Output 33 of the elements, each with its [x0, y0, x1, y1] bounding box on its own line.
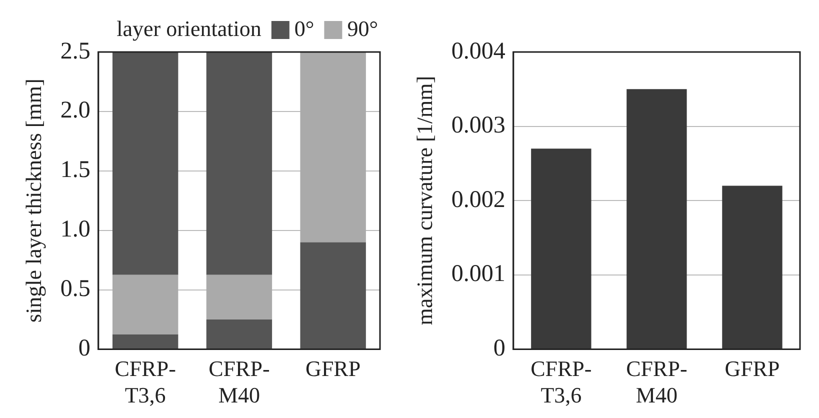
- y-tick-label: 0: [78, 335, 90, 362]
- y-tick-label: 0.004: [451, 38, 506, 64]
- bar: [206, 274, 272, 320]
- y-tick-label: 0.002: [451, 186, 506, 213]
- bar: [206, 52, 272, 275]
- x-tick-label: GFRP: [724, 356, 780, 382]
- bar: [531, 148, 592, 349]
- bar: [722, 186, 782, 349]
- x-tick-label: CFRP-T3,6: [114, 356, 176, 408]
- bar: [206, 319, 272, 349]
- y-tick-label: 1.5: [60, 157, 90, 184]
- y-tick-label: 0.001: [451, 261, 506, 288]
- y-tick-label: 2.5: [60, 38, 90, 64]
- y-tick-label: 1.0: [60, 216, 90, 243]
- y-tick-label: 0: [493, 335, 506, 362]
- legend-label: 0°: [294, 16, 314, 41]
- x-tick-label: CFRP-M40: [626, 356, 688, 408]
- y-axis-title: single layer thickness [mm]: [20, 78, 46, 322]
- bar: [112, 274, 178, 334]
- y-tick-label: 0.5: [60, 276, 90, 302]
- bar: [626, 89, 687, 349]
- bar: [112, 334, 178, 349]
- y-tick-label: 2.0: [60, 98, 90, 124]
- y-axis-title: maximum curvature [1/mm]: [412, 76, 437, 326]
- bar: [300, 52, 366, 242]
- y-tick-label: 0.003: [451, 112, 506, 139]
- bar: [112, 52, 178, 275]
- bar: [300, 242, 366, 349]
- x-tick-label: GFRP: [306, 356, 361, 382]
- x-tick-label: CFRP-M40: [208, 356, 270, 408]
- legend-label: 90°: [347, 16, 378, 41]
- x-tick-label: CFRP-T3,6: [530, 356, 592, 408]
- legend-title: layer orientation: [116, 16, 262, 41]
